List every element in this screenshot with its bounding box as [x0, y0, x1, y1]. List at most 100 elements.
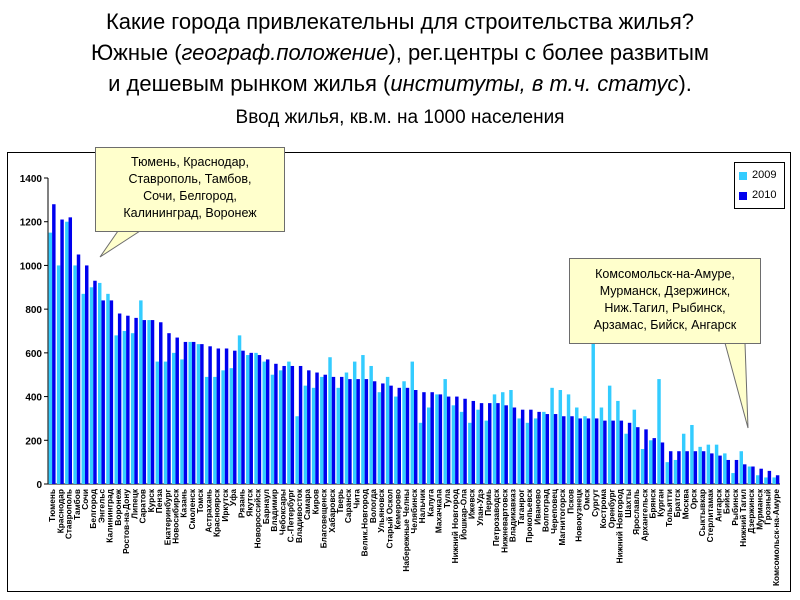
x-tick-label: Рыбинск: [730, 488, 740, 525]
bar-2010: [298, 365, 303, 484]
bar-2009: [747, 466, 752, 484]
bar-2010: [257, 355, 262, 484]
bar-2009: [542, 411, 546, 484]
y-tick-label: 0: [36, 480, 42, 491]
bar-2010: [290, 365, 295, 484]
bar-2009: [56, 265, 61, 484]
y-tick-label: 1200: [20, 218, 43, 229]
bar-2010: [751, 466, 755, 484]
title-line-3: и дешевым рынком жилья (институты, в т.ч…: [0, 68, 800, 99]
x-tick-label: Омск: [582, 488, 592, 510]
bar-2009: [772, 477, 776, 484]
bar-2010: [372, 381, 377, 484]
y-tick-label: 1400: [20, 174, 43, 185]
bar-2010: [60, 219, 64, 484]
bar-2010: [652, 438, 656, 484]
bar-2010: [430, 392, 434, 484]
x-tick-label: Самара: [302, 489, 312, 520]
x-tick-label: Тамбов: [72, 489, 82, 520]
bar-2010: [364, 379, 369, 484]
bar-2009: [599, 407, 604, 484]
bar-chart: 0 200 400 600 800 1000 1200 1400 ТюменьКраснодар…: [20, 174, 781, 586]
bar-2009: [509, 390, 513, 484]
bar-2010: [241, 350, 245, 484]
bar-2010: [150, 320, 155, 484]
x-tick-label: Саранск: [343, 488, 353, 523]
bar-2010: [208, 346, 212, 484]
bar-2010: [117, 313, 122, 484]
bar-2010: [446, 396, 451, 484]
bar-2009: [65, 221, 69, 484]
bar-2009: [731, 473, 735, 484]
bar-2010: [504, 405, 508, 484]
x-tick-label: Пермь: [483, 489, 493, 516]
bar-2009: [550, 387, 554, 484]
bar-2009: [98, 282, 102, 484]
bar-2009: [657, 379, 661, 484]
x-tick-label: Ульяновск: [376, 488, 386, 532]
bar-2009: [583, 416, 587, 484]
bar-2010: [52, 204, 56, 484]
title-line-1: Какие города привлекательны для строител…: [105, 9, 694, 34]
bar-2010: [529, 409, 533, 484]
bar-2009: [122, 331, 127, 484]
bar-2010: [775, 475, 780, 484]
x-tick-label: Саратов: [138, 489, 148, 524]
bar-2009: [89, 287, 94, 484]
bar-2009: [196, 344, 201, 484]
bar-2010: [537, 411, 541, 484]
bar-2010: [93, 280, 97, 484]
bar-2009: [739, 451, 743, 484]
bar-2009: [681, 433, 686, 484]
bar-2009: [501, 392, 505, 484]
bar-2009: [533, 418, 538, 484]
x-tick-label: Псков: [565, 489, 575, 514]
x-tick-label: Рязань: [236, 489, 246, 518]
bar-2010: [726, 459, 730, 484]
y-tick-label: 200: [25, 436, 42, 447]
x-tick-label: Новокузнецк: [573, 488, 583, 542]
x-tick-label: Киров: [310, 489, 320, 514]
x-tick-label: Липецк: [129, 488, 139, 519]
bar-2010: [734, 459, 739, 484]
x-tick-label: Сочи: [80, 489, 90, 510]
x-tick-label: Владимир: [269, 489, 279, 532]
bar-2010: [142, 320, 147, 484]
x-tick-label: Архангельск: [639, 488, 649, 541]
bar-2010: [463, 398, 467, 484]
bar-2009: [698, 446, 702, 484]
x-tick-label: Тверь: [335, 489, 345, 514]
title-line-3-start: и дешевым рынком жилья (: [108, 71, 391, 96]
bar-2010: [224, 348, 229, 484]
bar-2010: [619, 420, 624, 484]
x-tick-label: Петрозаводск: [491, 488, 501, 546]
bar-2009: [336, 387, 340, 484]
bar-2009: [755, 475, 760, 484]
x-tick-label: Вологда: [368, 489, 378, 523]
bar-2009: [172, 352, 176, 484]
x-tick-label: Краснодар: [55, 489, 65, 533]
bar-2010: [545, 414, 550, 484]
x-tick-label: Астрахань: [203, 489, 213, 533]
bar-2009: [328, 357, 332, 484]
bar-2010: [101, 300, 105, 484]
bar-2009: [48, 232, 53, 484]
y-tick-label: 1000: [20, 261, 43, 272]
bar-2009: [320, 376, 324, 484]
x-tick-label: Старый Оскол: [384, 489, 394, 548]
bar-2010: [668, 451, 673, 484]
x-tick-label: Смоленск: [187, 488, 197, 529]
bar-2010: [685, 451, 689, 484]
bar-2010: [636, 427, 640, 484]
title-line-2-italic: географ.положение: [181, 40, 389, 65]
bar-2010: [397, 387, 402, 484]
bar-2010: [183, 341, 188, 484]
bar-2009: [311, 387, 316, 484]
title-line-2-start: Южные (: [90, 40, 182, 65]
bar-2010: [126, 315, 130, 484]
x-tick-label: Тула: [442, 489, 452, 509]
x-tick-label: Владивосток: [294, 488, 304, 543]
bar-2010: [660, 442, 665, 484]
bar-2009: [616, 400, 620, 484]
bar-2010: [109, 300, 114, 484]
